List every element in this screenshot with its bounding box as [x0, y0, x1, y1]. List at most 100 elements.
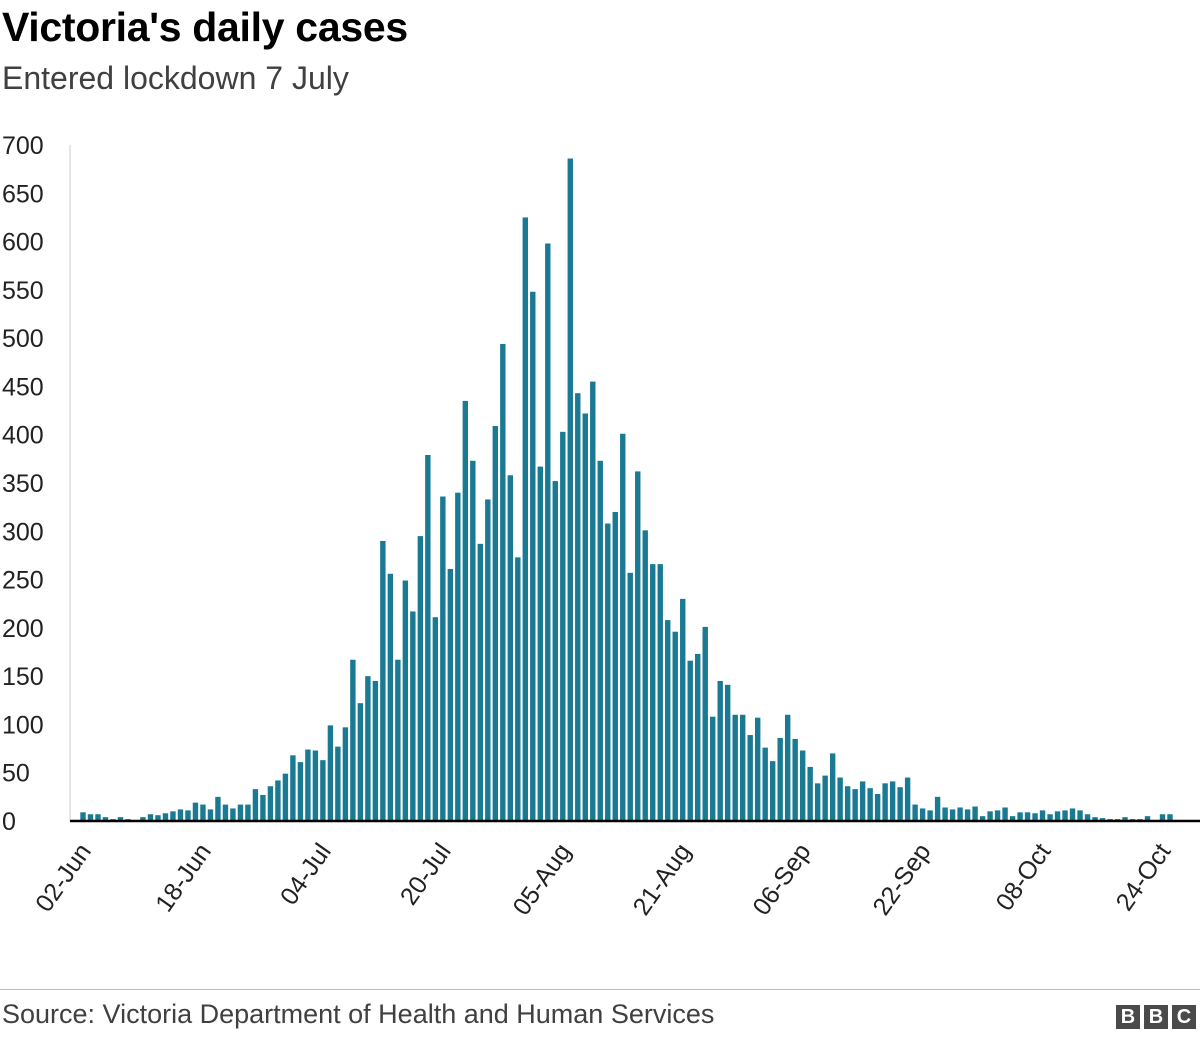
- bar: [717, 680, 723, 821]
- bar: [222, 804, 229, 821]
- bar: [650, 564, 656, 821]
- bar: [1099, 818, 1106, 821]
- bar: [267, 786, 274, 821]
- bar: [732, 714, 738, 821]
- bar: [807, 766, 813, 821]
- bar: [1167, 814, 1173, 821]
- bar: [1122, 817, 1128, 821]
- y-tick-label: 600: [2, 229, 44, 257]
- bar: [290, 755, 296, 821]
- bbc-logo-letter: C: [1172, 1005, 1196, 1029]
- bbc-logo-letter: B: [1116, 1005, 1140, 1029]
- bar: [627, 572, 633, 821]
- bar: [365, 676, 371, 821]
- bar: [612, 511, 618, 821]
- bar: [297, 762, 304, 821]
- footer-divider: [0, 989, 1200, 990]
- bar: [1024, 812, 1031, 821]
- bar: [1002, 807, 1008, 821]
- bar: [252, 789, 259, 821]
- x-tick-label: 05-Aug: [508, 838, 577, 920]
- bar: [799, 750, 806, 821]
- bar: [87, 814, 94, 821]
- bar: [680, 598, 686, 821]
- bar: [792, 738, 798, 821]
- bar: [695, 653, 701, 821]
- y-tick-label: 500: [2, 325, 44, 353]
- bar: [530, 291, 536, 821]
- bar: [170, 811, 176, 821]
- bar: [305, 749, 311, 821]
- x-tick-label: 18-Jun: [150, 838, 217, 917]
- bar: [814, 783, 821, 821]
- x-tick-label: 24-Oct: [1110, 838, 1176, 916]
- bar: [889, 781, 896, 821]
- bar: [1009, 816, 1016, 821]
- bar: [447, 568, 454, 821]
- bar: [162, 813, 169, 821]
- bar: [665, 620, 671, 821]
- bar: [507, 475, 513, 821]
- x-tick-label: 22-Sep: [867, 838, 936, 920]
- y-tick-label: 300: [2, 518, 44, 546]
- bar: [432, 617, 439, 821]
- bar: [470, 460, 476, 821]
- x-tick-label: 04-Jul: [275, 838, 337, 910]
- bar: [912, 804, 918, 821]
- bar: [784, 714, 791, 821]
- bar: [582, 413, 588, 821]
- bar: [80, 812, 86, 821]
- bar: [1069, 808, 1076, 821]
- y-tick-label: 150: [2, 663, 44, 691]
- bar: [777, 737, 783, 821]
- bar: [342, 727, 349, 821]
- bar: [395, 659, 401, 821]
- bar: [320, 760, 326, 821]
- bar: [462, 400, 469, 821]
- bar: [402, 580, 409, 821]
- x-tick-label: 08-Oct: [991, 838, 1057, 916]
- bar: [1054, 811, 1061, 821]
- bar: [537, 466, 543, 821]
- bar: [327, 725, 334, 821]
- bar: [215, 796, 221, 821]
- bar: [380, 540, 386, 821]
- bar: [155, 815, 161, 821]
- bar: [710, 716, 716, 821]
- bar: [979, 816, 986, 821]
- bar: [275, 780, 281, 821]
- bar: [904, 777, 911, 821]
- chart-subtitle: Entered lockdown 7 July: [2, 60, 349, 96]
- x-tick-label: 02-Jun: [30, 838, 97, 917]
- bar: [702, 626, 708, 821]
- bar: [117, 817, 124, 821]
- bar: [1092, 817, 1098, 821]
- bar: [1047, 814, 1053, 821]
- bar: [147, 814, 154, 821]
- bar: [357, 703, 364, 821]
- y-tick-label: 250: [2, 567, 44, 595]
- bar: [964, 809, 971, 821]
- bar: [919, 808, 926, 821]
- bar: [575, 393, 581, 821]
- y-tick-label: 450: [2, 373, 44, 401]
- bar: [747, 735, 753, 821]
- bar: [492, 426, 499, 821]
- bar: [207, 809, 214, 821]
- bar: [657, 564, 663, 821]
- bar: [829, 753, 836, 821]
- chart-title: Victoria's daily cases: [2, 4, 408, 50]
- bar: [515, 557, 521, 821]
- y-tick-label: 0: [2, 808, 16, 836]
- bar: [440, 496, 446, 821]
- bar: [140, 817, 146, 821]
- bar: [942, 807, 948, 821]
- bar: [1144, 816, 1151, 821]
- bar: [859, 781, 866, 821]
- bar: [1084, 814, 1091, 821]
- bar: [642, 530, 648, 821]
- bar: [387, 573, 394, 821]
- bar: [1062, 810, 1068, 821]
- bar: [1017, 812, 1023, 821]
- bar: [597, 460, 603, 821]
